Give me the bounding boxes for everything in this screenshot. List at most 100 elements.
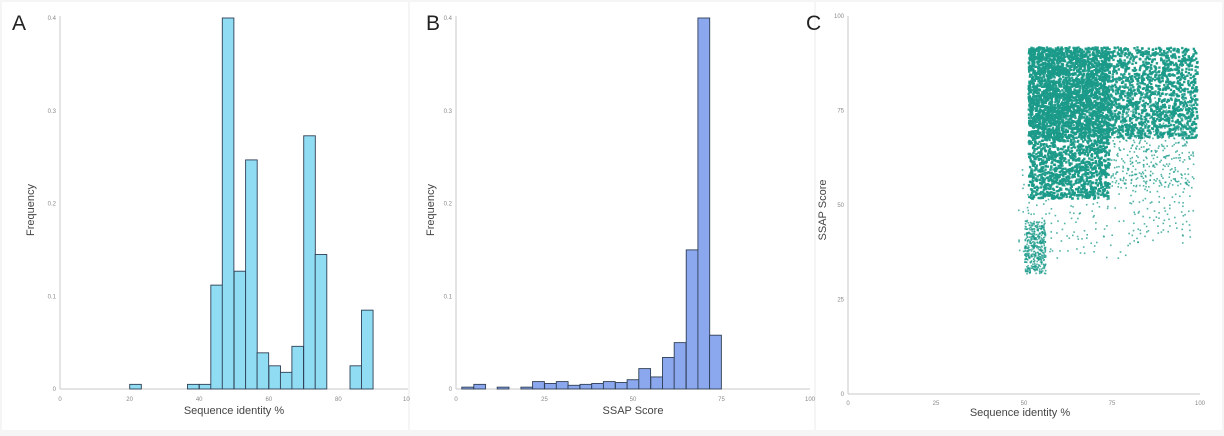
scatter-point	[1065, 67, 1068, 70]
scatter-point	[1078, 91, 1081, 94]
scatter-point	[1059, 56, 1063, 59]
scatter-point	[1095, 162, 1098, 165]
scatter-point	[1147, 62, 1151, 65]
scatter-point	[1090, 102, 1093, 106]
y-tick-label: 0.4	[444, 16, 453, 22]
scatter-point	[1039, 48, 1042, 51]
scatter-point	[1128, 72, 1131, 76]
scatter-point	[1103, 85, 1106, 88]
scatter-point	[1031, 104, 1034, 107]
scatter-point	[1079, 115, 1082, 119]
scatter-point	[1033, 51, 1037, 55]
scatter-point	[1066, 72, 1070, 75]
scatter-point	[1194, 72, 1197, 76]
scatter-point	[1069, 156, 1072, 160]
scatter-point	[1189, 73, 1192, 76]
scatter-point	[1170, 98, 1173, 101]
scatter-point	[1074, 169, 1077, 172]
scatter-point	[1179, 123, 1182, 126]
scatter-point	[1075, 168, 1078, 171]
x-tick-label: 100	[403, 397, 414, 403]
scatter-point	[1064, 133, 1067, 136]
scatter-point	[1089, 121, 1092, 125]
scatter-point	[1065, 130, 1068, 134]
scatter-point	[1047, 66, 1050, 70]
scatter-point	[1074, 116, 1077, 120]
scatter-point	[1076, 110, 1079, 113]
scatter-point	[1034, 77, 1038, 81]
scatter-point	[1060, 83, 1063, 86]
scatter-point	[1047, 98, 1050, 102]
scatter-point	[1105, 145, 1108, 149]
scatter-point	[1083, 94, 1086, 97]
scatter-point	[1027, 184, 1031, 187]
scatter-point	[1097, 156, 1100, 159]
scatter-point	[1131, 97, 1134, 101]
scatter-point	[1080, 109, 1084, 112]
scatter-point	[1073, 113, 1076, 116]
scatter-point	[1085, 87, 1088, 90]
scatter-point	[1076, 130, 1079, 133]
scatter-point	[1180, 83, 1184, 86]
scatter-point	[1143, 52, 1147, 56]
scatter-point	[1097, 120, 1101, 123]
scatter-point	[1072, 191, 1075, 195]
scatter-point	[1103, 105, 1106, 108]
scatter-point	[1034, 125, 1037, 128]
scatter-point	[1085, 121, 1088, 124]
scatter-point	[1189, 117, 1192, 121]
scatter-point	[1164, 55, 1168, 58]
scatter-point	[1083, 119, 1086, 122]
scatter-point	[1075, 82, 1079, 85]
scatter-point	[1183, 56, 1186, 60]
scatter-point	[1083, 107, 1086, 110]
scatter-point	[1054, 53, 1058, 56]
scatter-point	[1047, 59, 1050, 62]
scatter-point	[1087, 46, 1090, 50]
scatter-point	[1029, 69, 1033, 72]
scatter-point	[1052, 137, 1055, 141]
scatter-point	[1071, 90, 1074, 94]
scatter-point	[1074, 95, 1078, 99]
scatter-point	[1106, 131, 1109, 134]
scatter-point	[1107, 165, 1110, 169]
scatter-point	[1147, 114, 1150, 117]
scatter-point	[1113, 67, 1116, 71]
scatter-point	[1170, 54, 1173, 58]
scatter-point	[1189, 113, 1193, 116]
scatter-point	[1129, 103, 1132, 106]
scatter-point	[1161, 111, 1164, 114]
scatter-point	[1135, 49, 1138, 52]
scatter-point	[1154, 113, 1157, 116]
scatter-point	[1082, 149, 1085, 152]
scatter-point	[1104, 73, 1107, 76]
scatter-point	[1153, 121, 1156, 124]
scatter-point	[1190, 64, 1194, 67]
scatter-point	[1058, 83, 1061, 86]
scatter-point	[1129, 116, 1132, 120]
scatter-point	[1101, 99, 1104, 102]
scatter-point	[1049, 178, 1052, 182]
scatter-point	[1095, 174, 1099, 177]
scatter-point	[1106, 158, 1109, 161]
scatter-point	[1151, 92, 1155, 96]
scatter-point	[1033, 49, 1036, 52]
scatter-point	[1082, 79, 1085, 82]
scatter-point	[1102, 149, 1105, 153]
scatter-point	[1135, 92, 1138, 95]
scatter-point	[1040, 63, 1043, 66]
scatter-point	[1139, 98, 1142, 101]
scatter-point	[1104, 93, 1107, 96]
scatter-point	[1060, 188, 1063, 191]
scatter-point	[1074, 102, 1077, 106]
scatter-point	[1032, 88, 1035, 91]
histogram-bar	[268, 365, 281, 390]
scatter-point	[1042, 192, 1045, 195]
scatter-point	[1086, 196, 1089, 199]
scatter-point	[1141, 53, 1144, 56]
scatter-point	[1175, 120, 1178, 123]
scatter-point	[1092, 175, 1095, 178]
scatter-point	[1102, 137, 1106, 140]
scatter-point	[1068, 94, 1071, 98]
scatter-point	[1040, 152, 1043, 155]
